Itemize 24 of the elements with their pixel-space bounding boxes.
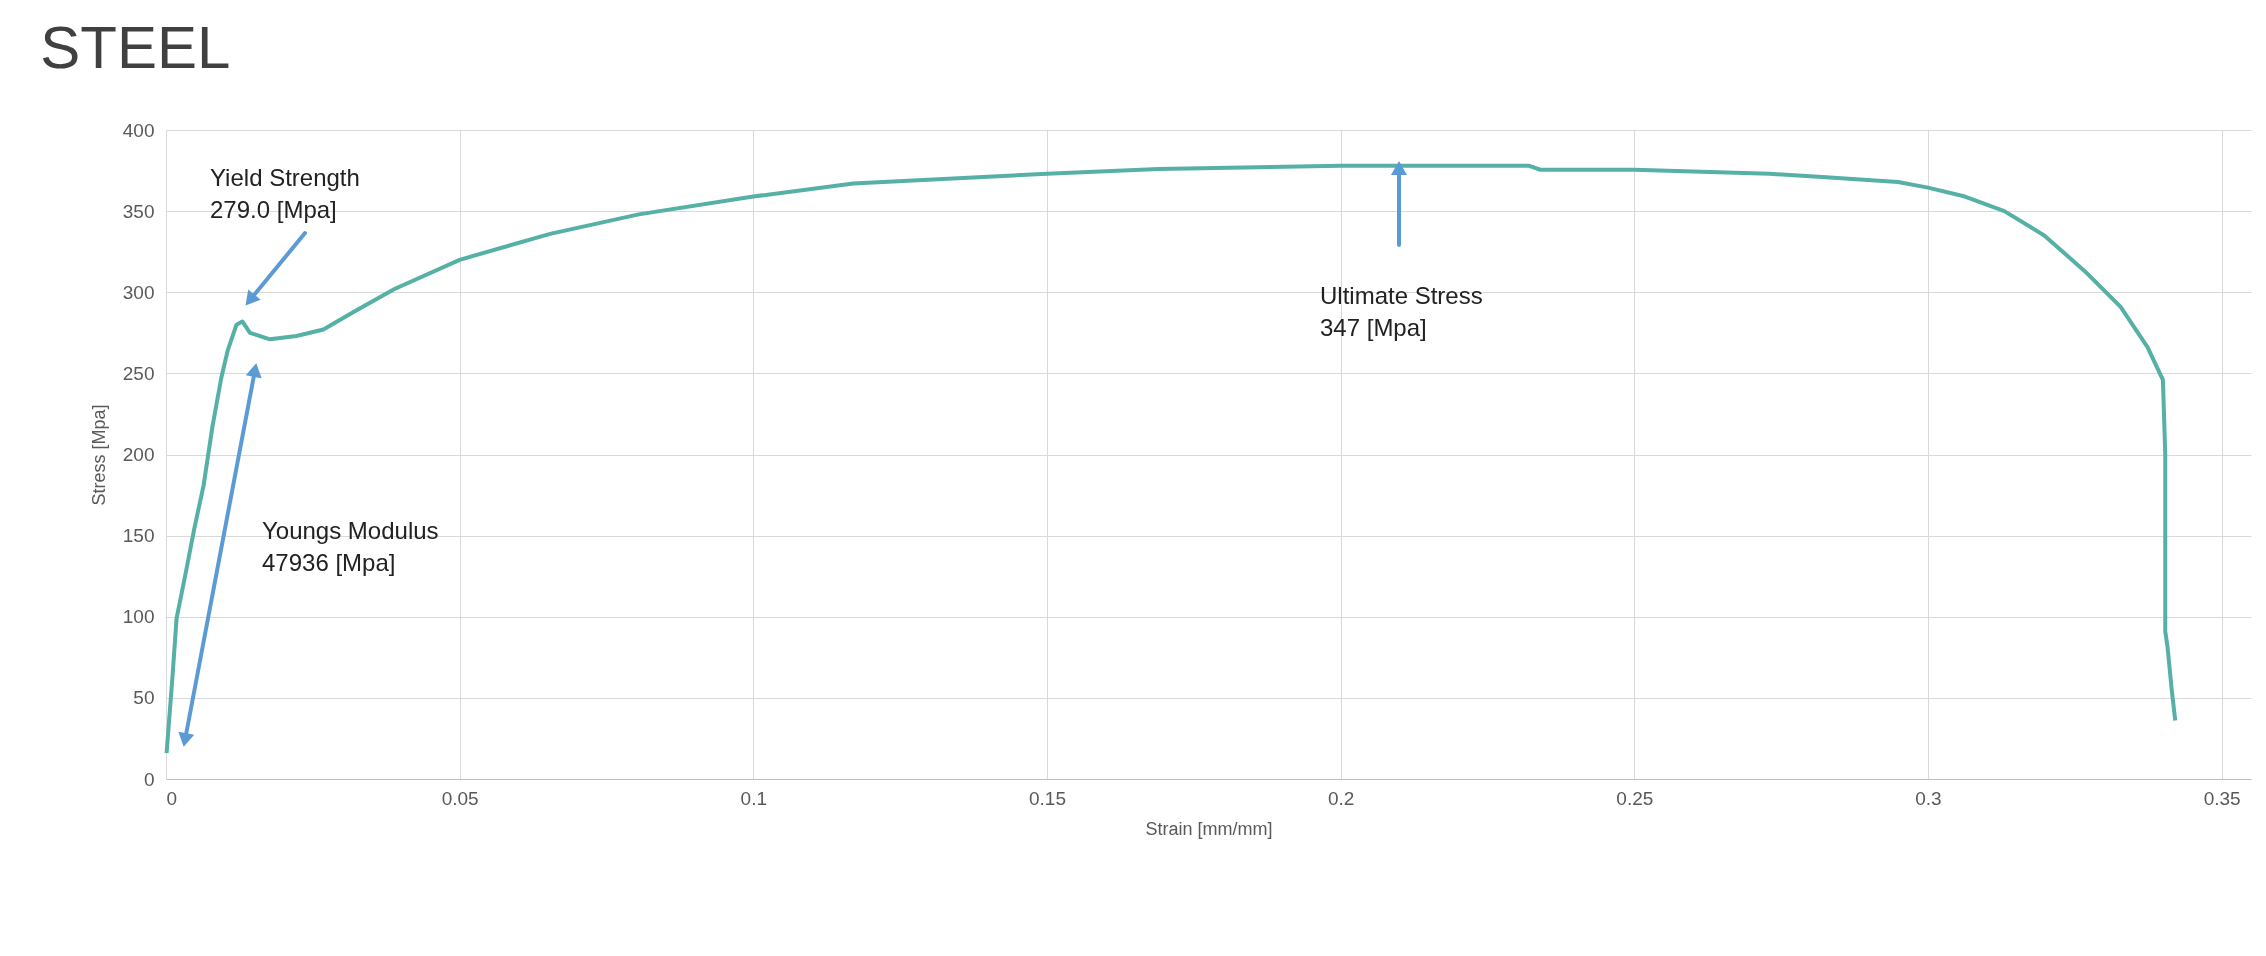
y-tick-label: 300 bbox=[122, 281, 155, 303]
x-tick-label: 0.15 bbox=[1028, 787, 1066, 809]
y-tick-label: 100 bbox=[122, 606, 155, 628]
x-tick-label: 0.05 bbox=[441, 787, 479, 809]
y-tick-label: 250 bbox=[122, 362, 155, 384]
chart-title: STEEL bbox=[40, 14, 231, 81]
x-tick-label: 0.35 bbox=[2203, 787, 2241, 809]
y-tick-label: 50 bbox=[133, 687, 155, 709]
line-series bbox=[164, 163, 2178, 756]
x-tick-label: 0.3 bbox=[1915, 787, 1942, 809]
annotation: Ultimate Stress 347 [Mpa] bbox=[1320, 282, 1483, 341]
x-tick-label: 0.25 bbox=[1616, 787, 1654, 809]
x-tick-label: 0 bbox=[166, 787, 178, 809]
x-axis-title: Strain [mm/mm] bbox=[1145, 818, 1273, 839]
y-tick-label: 350 bbox=[122, 200, 155, 222]
annotation: Yield Strength 279.0 [Mpa] bbox=[210, 164, 360, 223]
y-tick-label: 400 bbox=[122, 119, 155, 141]
x-tick-label: 0.1 bbox=[740, 787, 768, 809]
y-axis-title: Stress [Mpa] bbox=[88, 404, 109, 506]
y-tick-label: 200 bbox=[122, 444, 155, 465]
y-tick-label: 0 bbox=[143, 768, 155, 790]
y-tick-label: 150 bbox=[122, 525, 155, 547]
annotation: Youngs Modulus 47936 [Mpa] bbox=[262, 517, 439, 576]
x-tick-label: 0.2 bbox=[1327, 787, 1355, 809]
